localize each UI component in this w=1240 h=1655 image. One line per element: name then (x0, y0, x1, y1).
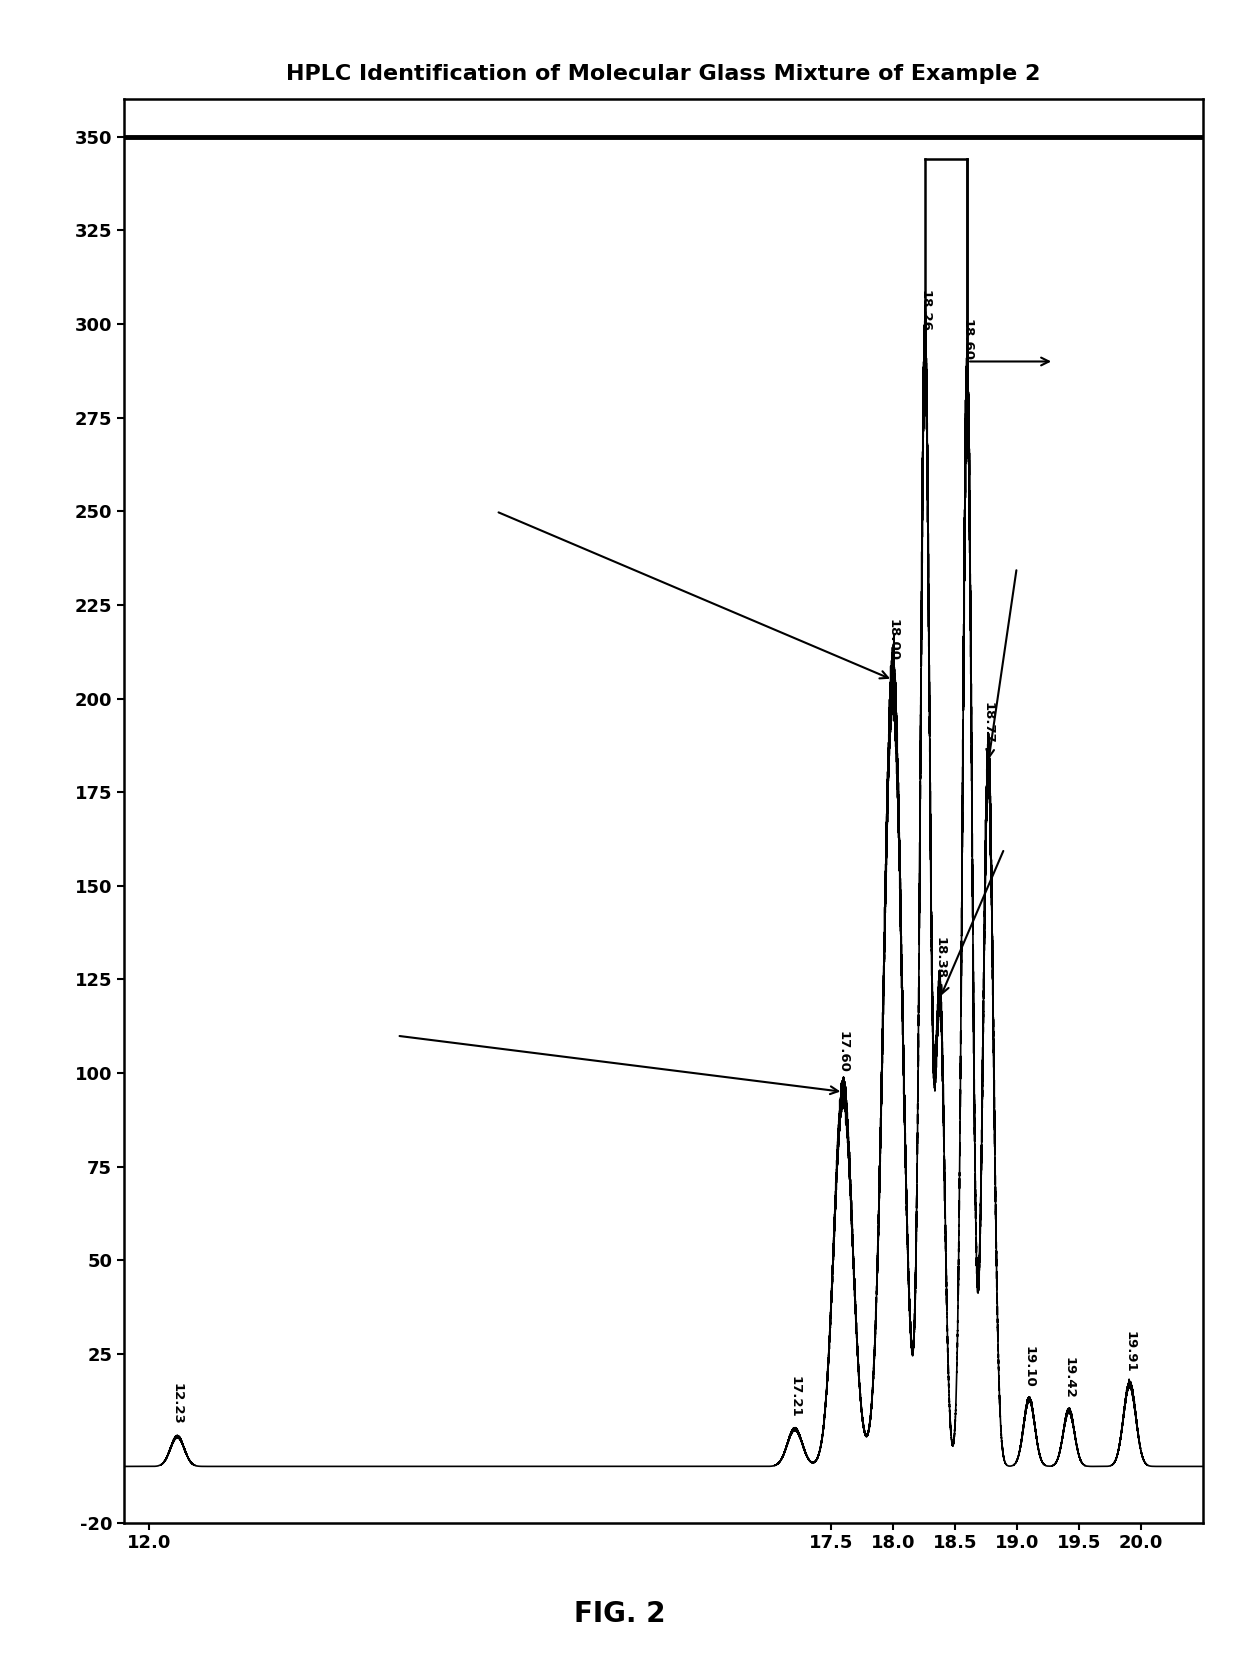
Title: HPLC Identification of Molecular Glass Mixture of Example 2: HPLC Identification of Molecular Glass M… (286, 65, 1040, 84)
Text: 12.23: 12.23 (171, 1384, 184, 1425)
Text: 17.21: 17.21 (789, 1375, 801, 1418)
Text: 18.60: 18.60 (961, 319, 973, 361)
Text: 18.38: 18.38 (934, 937, 946, 980)
Text: 17.60: 17.60 (837, 1031, 849, 1072)
Text: 19.42: 19.42 (1063, 1357, 1075, 1398)
Text: 18.26: 18.26 (919, 290, 931, 331)
Text: 19.10: 19.10 (1023, 1346, 1035, 1389)
Text: FIG. 2: FIG. 2 (574, 1600, 666, 1627)
Text: 18.77: 18.77 (982, 702, 994, 743)
Text: 19.91: 19.91 (1123, 1331, 1136, 1372)
Text: 18.00: 18.00 (887, 619, 899, 660)
